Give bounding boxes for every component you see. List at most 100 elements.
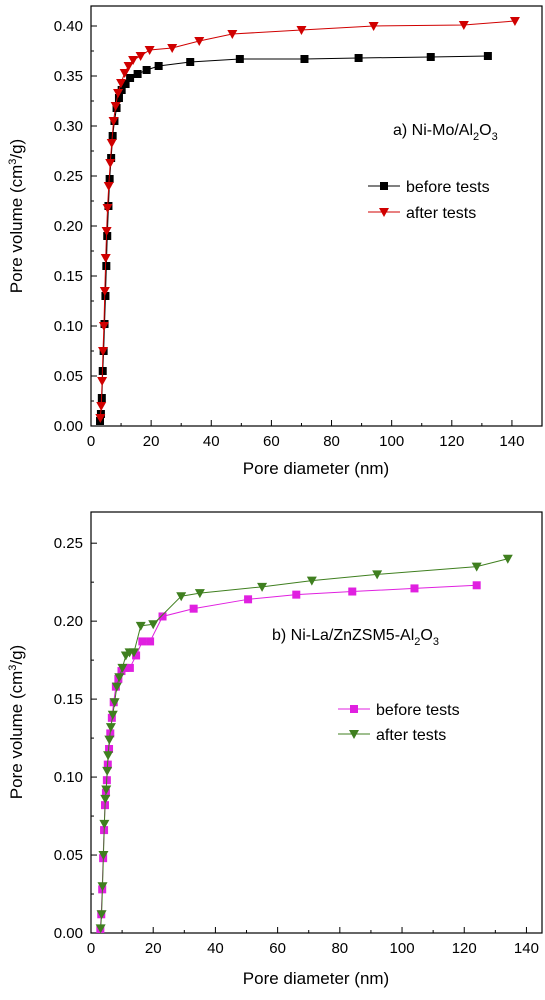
data-point [114, 673, 125, 683]
data-point [108, 117, 119, 126]
data-point [101, 227, 112, 236]
data-point [102, 766, 113, 776]
data-point [154, 62, 163, 70]
data-point [103, 751, 114, 761]
legend-item: before tests [338, 702, 460, 719]
data-point [103, 182, 114, 191]
series-line [99, 20, 515, 419]
legend-item: after tests [338, 727, 446, 744]
data-point [106, 139, 117, 148]
y-tick-label: 0.35 [54, 68, 83, 85]
data-point [158, 612, 167, 621]
x-tick-label: 100 [379, 433, 404, 450]
chart-annotation: b) Ni-La/ZnZSM5-Al2O3 [272, 627, 439, 648]
data-point [458, 21, 469, 30]
data-point [114, 94, 123, 102]
legend: before tests after tests [338, 702, 460, 744]
series-layer [95, 554, 513, 933]
data-point [95, 924, 106, 933]
data-point [194, 589, 205, 599]
data-point [135, 52, 146, 61]
data-point [123, 62, 134, 71]
legend: before tests after tests [368, 179, 490, 222]
data-point [227, 30, 238, 39]
data-point [235, 55, 244, 63]
y-tick-label: 0.25 [54, 168, 83, 185]
y-axis-title: Pore volume (cm3/g) [7, 139, 26, 293]
data-point [306, 576, 317, 586]
series-line [100, 558, 508, 929]
data-point [144, 46, 155, 55]
data-point [121, 80, 130, 88]
y-tick-label: 0.05 [54, 368, 83, 385]
data-point [110, 102, 121, 111]
series-layer [95, 17, 520, 425]
data-point [96, 910, 107, 920]
x-tick-label: 100 [390, 940, 415, 957]
data-point [97, 377, 108, 386]
data-point [372, 570, 383, 580]
data-point [116, 79, 127, 88]
chart-annotation: a) Ni-Mo/Al2O3 [393, 122, 498, 143]
data-point [96, 402, 107, 411]
data-point [138, 637, 147, 646]
legend-label: after tests [406, 205, 476, 222]
legend-label: after tests [376, 727, 446, 744]
y-tick-label: 0.05 [54, 847, 83, 864]
y-axis-ticks: 0.00 0.05 0.10 0.15 0.20 0.25 0.30 0.35 0.40 [54, 18, 97, 435]
y-tick-label: 0.10 [54, 318, 83, 335]
data-point [105, 159, 116, 168]
y-tick-label: 0.20 [54, 218, 83, 235]
x-tick-label: 60 [263, 433, 280, 450]
data-point [509, 17, 520, 26]
data-point [189, 604, 198, 613]
data-point [410, 584, 419, 593]
y-tick-label: 0.00 [54, 925, 83, 942]
data-point [244, 595, 253, 604]
legend-label: before tests [376, 702, 460, 719]
data-point [426, 53, 435, 61]
x-tick-label: 80 [331, 940, 348, 957]
data-point [105, 723, 116, 733]
chart-panel-a: 0 20 40 60 80 100 120 140 0.000.050.100.150.200… [7, 5, 543, 478]
plot-frame [90, 5, 543, 427]
legend-label: before tests [406, 179, 490, 196]
y-tick-label: 0.15 [54, 268, 83, 285]
data-point [103, 232, 112, 240]
data-point [111, 682, 122, 692]
data-point [107, 154, 116, 162]
data-point [128, 648, 139, 658]
data-point [292, 590, 301, 599]
data-point [113, 89, 124, 98]
x-tick-label: 20 [145, 940, 162, 957]
data-point [142, 66, 151, 74]
x-tick-label: 40 [203, 433, 220, 450]
data-point [483, 52, 492, 60]
data-point [98, 851, 109, 861]
y-tick-label: 0.25 [54, 535, 83, 552]
data-point [101, 785, 112, 795]
data-point [97, 882, 108, 892]
x-tick-label: 120 [439, 433, 464, 450]
y-tick-label: 0.30 [54, 118, 83, 135]
series-before-tests [96, 52, 492, 425]
data-point [102, 204, 113, 213]
data-point [348, 587, 357, 596]
data-point [368, 22, 379, 31]
data-point [128, 56, 139, 65]
data-point [126, 74, 135, 82]
x-tick-label: 0 [87, 433, 95, 450]
x-tick-label: 140 [514, 940, 539, 957]
data-point [257, 582, 268, 592]
data-point [132, 651, 141, 660]
y-tick-label: 0.10 [54, 769, 83, 786]
data-point [125, 663, 134, 672]
legend-marker [379, 208, 389, 217]
data-point [296, 26, 307, 35]
data-point [300, 55, 309, 63]
y-axis-ticks: 0.00 0.05 0.10 0.15 0.20 0.25 [54, 535, 97, 942]
series-after-tests [95, 554, 513, 933]
y-tick-label: 0.40 [54, 18, 83, 35]
x-tick-label: 60 [269, 940, 286, 957]
data-point [99, 287, 110, 296]
